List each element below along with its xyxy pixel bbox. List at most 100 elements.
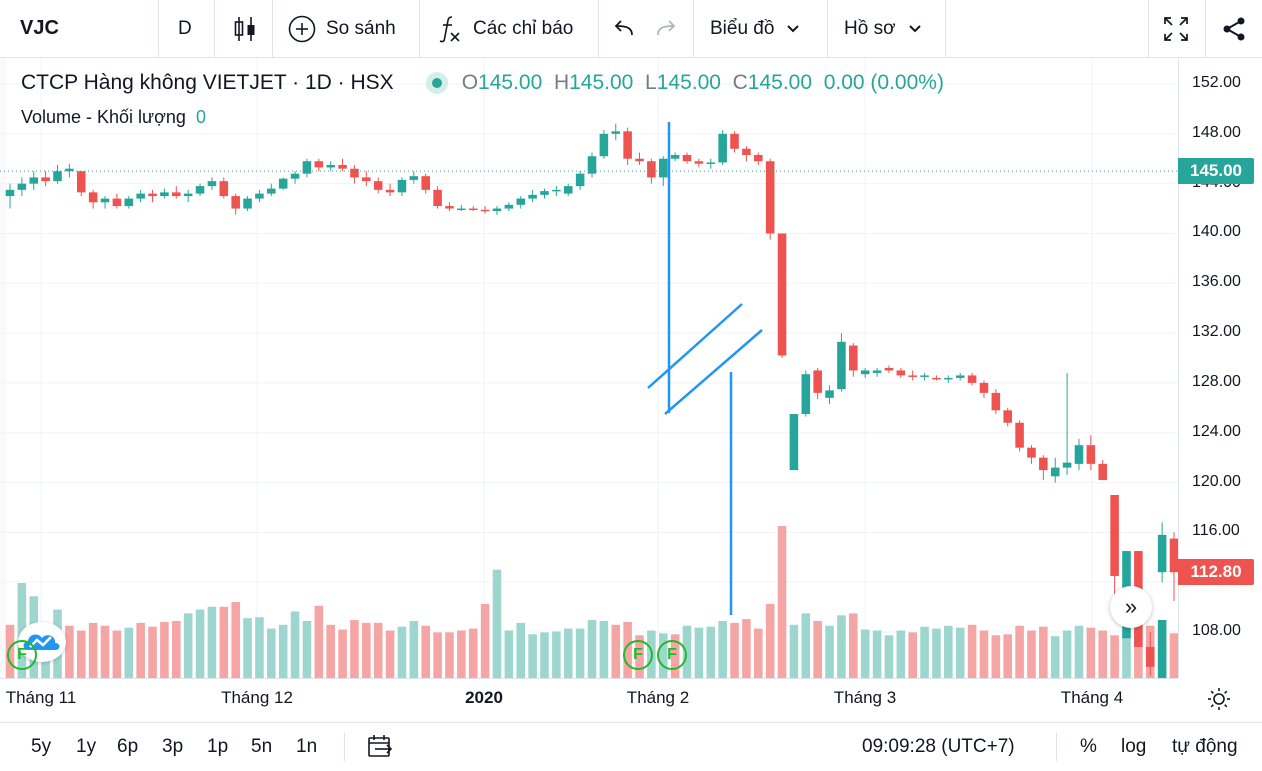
chart-menu-button[interactable]: Biểu đồ [710,0,800,57]
candle-body [350,168,359,178]
profile-menu-label: Hồ sơ [844,17,896,39]
log-scale-button[interactable]: log [1121,736,1147,757]
candle-body [504,204,514,209]
price-chart[interactable] [0,58,1178,678]
candlestick-icon [234,16,255,41]
share-button[interactable] [1221,0,1247,57]
candle-body [468,208,478,211]
clock-timezone[interactable]: 09:09:28 (UTC+7) [862,736,1015,757]
candle-body [397,179,407,193]
plus-circle-icon [288,15,316,42]
dividend-marker[interactable]: F [7,640,37,670]
volume-bar [979,630,989,678]
volume-bar [160,621,169,678]
dividend-marker[interactable]: F [657,640,687,670]
price-tick-label: 152.00 [1192,74,1241,91]
toolbar-divider [693,0,694,57]
volume-bar [1039,626,1048,678]
market-status-dot [431,78,442,88]
candle-body [1050,467,1060,477]
volume-bar [765,603,775,678]
redo-icon [657,19,676,35]
volume-bar [587,620,597,678]
range-1d-button[interactable]: 1n [296,736,318,757]
volume-bar [243,618,252,678]
volume-bar [849,613,858,678]
price-tick-label: 128.00 [1192,372,1241,390]
interval-button[interactable]: D [178,0,192,57]
volume-bar [967,624,977,678]
volume-bar [195,609,205,678]
volume-bar [231,602,240,678]
volume-bar [837,615,846,678]
bottom-divider [1056,733,1057,761]
low-label: L [645,71,657,94]
time-axis[interactable] [0,678,1178,723]
candle-body [884,367,894,371]
candle-body [183,193,193,197]
volume-bar [932,628,941,678]
volume-bar [457,630,466,678]
price-tick-label: 148.00 [1192,123,1241,141]
annotation-flag-lower-line [664,329,763,415]
auto-scale-button[interactable]: tự động [1172,736,1238,757]
volume-bar [1134,619,1143,678]
volume-bar [884,635,894,678]
toolbar-divider [945,0,946,57]
dividend-marker[interactable]: F [623,640,653,670]
chevron-down-icon [908,24,921,32]
go-to-date-button[interactable] [366,723,394,771]
fullscreen-icon [1164,16,1188,41]
volume-bar [1086,627,1096,678]
range-3m-button[interactable]: 3p [162,736,184,757]
range-6m-button[interactable]: 6p [117,736,139,757]
calendar-arrow-icon [368,735,393,757]
candle-body [908,375,917,377]
candle-body [17,183,27,190]
range-5d-button[interactable]: 5n [251,736,273,757]
volume-bar [801,613,811,678]
fullscreen-button[interactable] [1163,0,1189,57]
annotation-flag-upper-line [647,303,743,389]
candle-body [88,192,98,203]
volume-legend[interactable]: Volume - Khối lượng 0 [21,107,206,128]
redo-button[interactable] [654,0,678,57]
chart-style-button[interactable] [232,0,258,57]
volume-bar [789,624,799,678]
volume-bar [694,627,704,678]
volume-bar [148,626,157,678]
symbol-legend: CTCP Hàng không VIETJET · 1D · HSX O 145.… [21,71,944,95]
scroll-to-realtime-button[interactable]: » [1110,586,1152,628]
candle-body [445,206,454,209]
price-axis[interactable] [1178,58,1262,678]
candle-body [611,131,621,134]
share-icon [1223,17,1245,40]
undo-button[interactable] [612,0,636,57]
candle-body [849,345,858,371]
toolbar-divider [214,0,215,57]
price-tick-label: 120.00 [1192,472,1241,490]
candle-body [385,189,395,193]
compare-button[interactable]: So sánh [288,0,396,57]
candle-body [599,133,609,157]
range-1y-button[interactable]: 1y [76,736,97,757]
indicators-button[interactable]: Các chỉ báo [438,0,573,57]
open-label: O [461,71,479,94]
candle-body [1027,447,1036,458]
volume-bar [112,630,122,678]
chart-settings-button[interactable] [1204,684,1234,714]
candle-body [825,390,834,398]
candle-body [516,198,526,205]
volume-bar [362,622,371,678]
candle-body [872,370,882,373]
profile-menu-button[interactable]: Hồ sơ [844,0,922,57]
candle-body [635,158,644,162]
range-1m-button[interactable]: 1p [207,736,229,757]
symbol-search[interactable]: VJC [20,0,59,57]
drawing-annotations [647,122,763,615]
candle-body [278,178,288,189]
percent-scale-button[interactable]: % [1080,736,1097,757]
range-5y-button[interactable]: 5y [31,736,52,757]
candle-body [53,171,62,182]
volume-bar [1050,636,1060,678]
